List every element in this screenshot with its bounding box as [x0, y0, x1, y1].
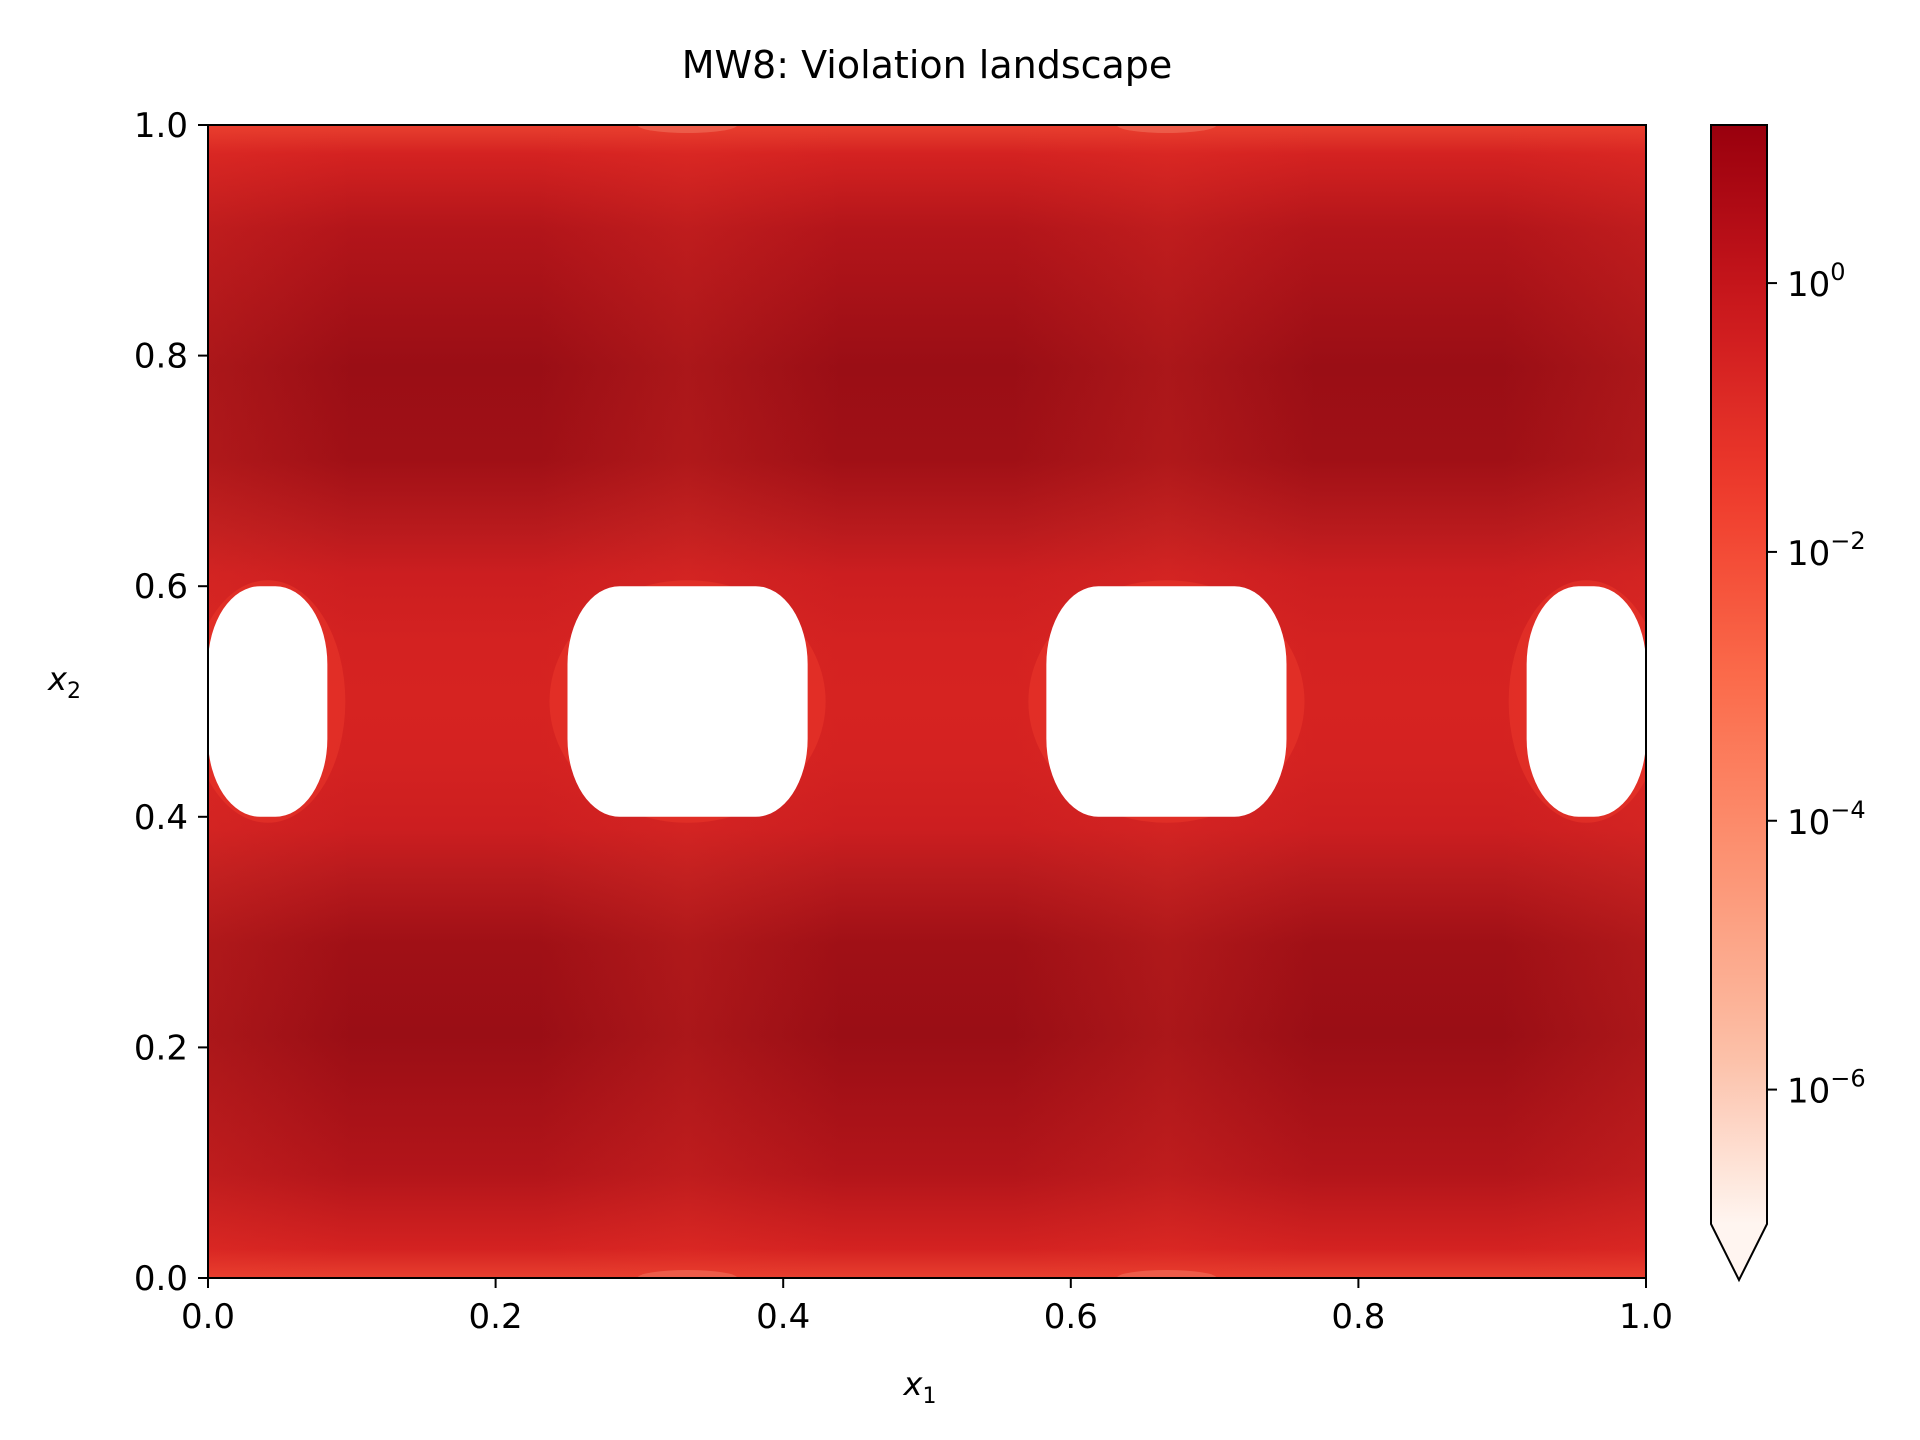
x-axis: 0.0 0.2 0.4 0.6 0.8 1.0 — [181, 1278, 1673, 1337]
heatmap-column-shading — [208, 125, 1646, 1278]
chart-title: MW8: Violation landscape — [682, 43, 1173, 87]
x-axis-label-sub: 1 — [922, 1384, 936, 1409]
x-tick-label-1: 0.2 — [469, 1297, 523, 1337]
edge-highlight-top-0 — [637, 125, 738, 133]
y-tick-label-0: 0.0 — [134, 1259, 188, 1299]
x-tick-label-3: 0.6 — [1044, 1297, 1098, 1337]
feasible-region-core — [1046, 586, 1287, 817]
x-tick-label-5: 1.0 — [1619, 1297, 1673, 1337]
feasible-region-core — [208, 586, 328, 817]
feasible-regions — [208, 125, 1646, 1278]
x-tick-label-0: 0.0 — [181, 1297, 235, 1337]
edge-highlight-bottom-0 — [637, 1270, 738, 1278]
y-axis-label: x2 — [47, 660, 81, 704]
y-tick-label-3: 0.6 — [134, 567, 188, 607]
edge-highlight-bottom-1 — [1116, 1270, 1217, 1278]
y-tick-label-1: 0.2 — [134, 1028, 188, 1068]
feasible-region-0 — [208, 580, 346, 823]
plot-frame — [207, 124, 1647, 1279]
feasible-region-core — [567, 586, 808, 817]
x-axis-label-main: x — [903, 1365, 924, 1403]
y-tick-label-5: 1.0 — [134, 106, 188, 146]
feasible-region-3 — [1508, 580, 1646, 823]
colorbar-frame — [1710, 124, 1768, 1283]
y-axis: 0.0 0.2 0.4 0.6 0.8 1.0 — [134, 106, 208, 1299]
x-tick-label-4: 0.8 — [1331, 1297, 1385, 1337]
plot-area — [208, 125, 1646, 1278]
colorbar-tick-label-0: 100 — [1787, 258, 1846, 305]
colorbar-extend-min — [1711, 1224, 1767, 1280]
y-tick-label-2: 0.4 — [134, 798, 188, 838]
feasible-region-2 — [1028, 580, 1305, 823]
colorbar-tick-label-2: 10−4 — [1787, 796, 1866, 843]
feasible-region-1 — [549, 580, 826, 823]
x-tick-label-2: 0.4 — [756, 1297, 810, 1337]
colorbar-tick-label-3: 10−6 — [1787, 1065, 1866, 1112]
edge-highlight-top-1 — [1116, 125, 1217, 133]
colorbar: 100 10−2 10−4 10−6 — [1710, 124, 1866, 1283]
colorbar-fill — [1711, 125, 1767, 1224]
x-axis-label: x1 — [903, 1365, 937, 1409]
colorbar-ticks: 100 10−2 10−4 10−6 — [1767, 258, 1866, 1112]
y-tick-label-4: 0.8 — [134, 337, 188, 377]
y-axis-label-sub: 2 — [67, 679, 81, 704]
y-axis-label-main: x — [47, 660, 68, 698]
feasible-region-core — [1526, 586, 1646, 817]
colorbar-tick-label-1: 10−2 — [1787, 527, 1866, 574]
